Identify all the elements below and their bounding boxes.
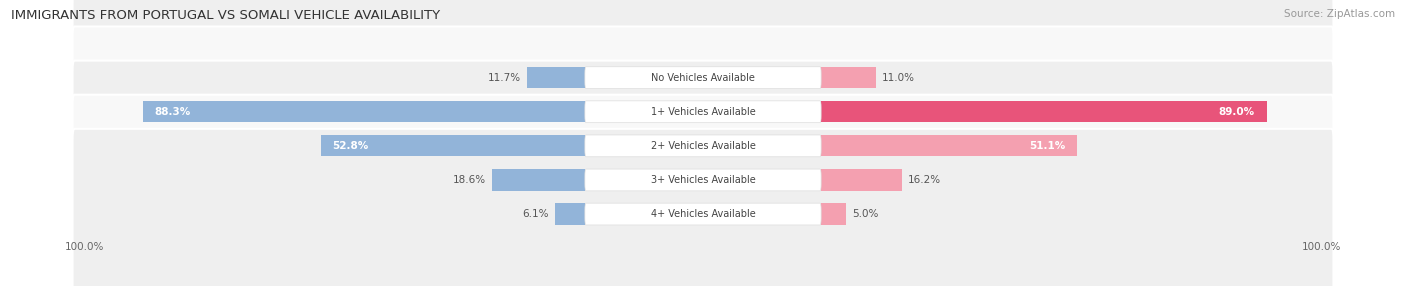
FancyBboxPatch shape [73, 95, 1333, 265]
Bar [821, 135, 1077, 156]
Text: 1+ Vehicles Available: 1+ Vehicles Available [651, 107, 755, 117]
Text: 89.0%: 89.0% [1219, 107, 1254, 117]
Text: 2+ Vehicles Available: 2+ Vehicles Available [651, 141, 755, 151]
Text: 16.2%: 16.2% [908, 175, 941, 185]
FancyBboxPatch shape [585, 67, 821, 89]
Text: 11.7%: 11.7% [488, 73, 520, 83]
Bar [821, 67, 876, 88]
Bar [554, 204, 585, 225]
Text: 6.1%: 6.1% [522, 209, 548, 219]
FancyBboxPatch shape [585, 101, 821, 123]
Text: 51.1%: 51.1% [1029, 141, 1064, 151]
Text: 4+ Vehicles Available: 4+ Vehicles Available [651, 209, 755, 219]
Bar [821, 169, 903, 190]
Text: 52.8%: 52.8% [333, 141, 368, 151]
FancyBboxPatch shape [73, 0, 1333, 163]
Bar [527, 67, 585, 88]
Bar [492, 169, 585, 190]
Bar [321, 135, 585, 156]
Bar [143, 101, 585, 122]
FancyBboxPatch shape [73, 129, 1333, 286]
Text: 88.3%: 88.3% [155, 107, 191, 117]
Text: Source: ZipAtlas.com: Source: ZipAtlas.com [1284, 9, 1395, 19]
Text: No Vehicles Available: No Vehicles Available [651, 73, 755, 83]
FancyBboxPatch shape [585, 135, 821, 157]
FancyBboxPatch shape [73, 61, 1333, 231]
Bar [821, 204, 846, 225]
Text: 5.0%: 5.0% [852, 209, 879, 219]
Text: 11.0%: 11.0% [882, 73, 915, 83]
FancyBboxPatch shape [73, 27, 1333, 197]
Text: 3+ Vehicles Available: 3+ Vehicles Available [651, 175, 755, 185]
Text: 18.6%: 18.6% [453, 175, 486, 185]
FancyBboxPatch shape [585, 169, 821, 191]
FancyBboxPatch shape [585, 203, 821, 225]
Text: IMMIGRANTS FROM PORTUGAL VS SOMALI VEHICLE AVAILABILITY: IMMIGRANTS FROM PORTUGAL VS SOMALI VEHIC… [11, 9, 440, 21]
Bar [821, 101, 1267, 122]
